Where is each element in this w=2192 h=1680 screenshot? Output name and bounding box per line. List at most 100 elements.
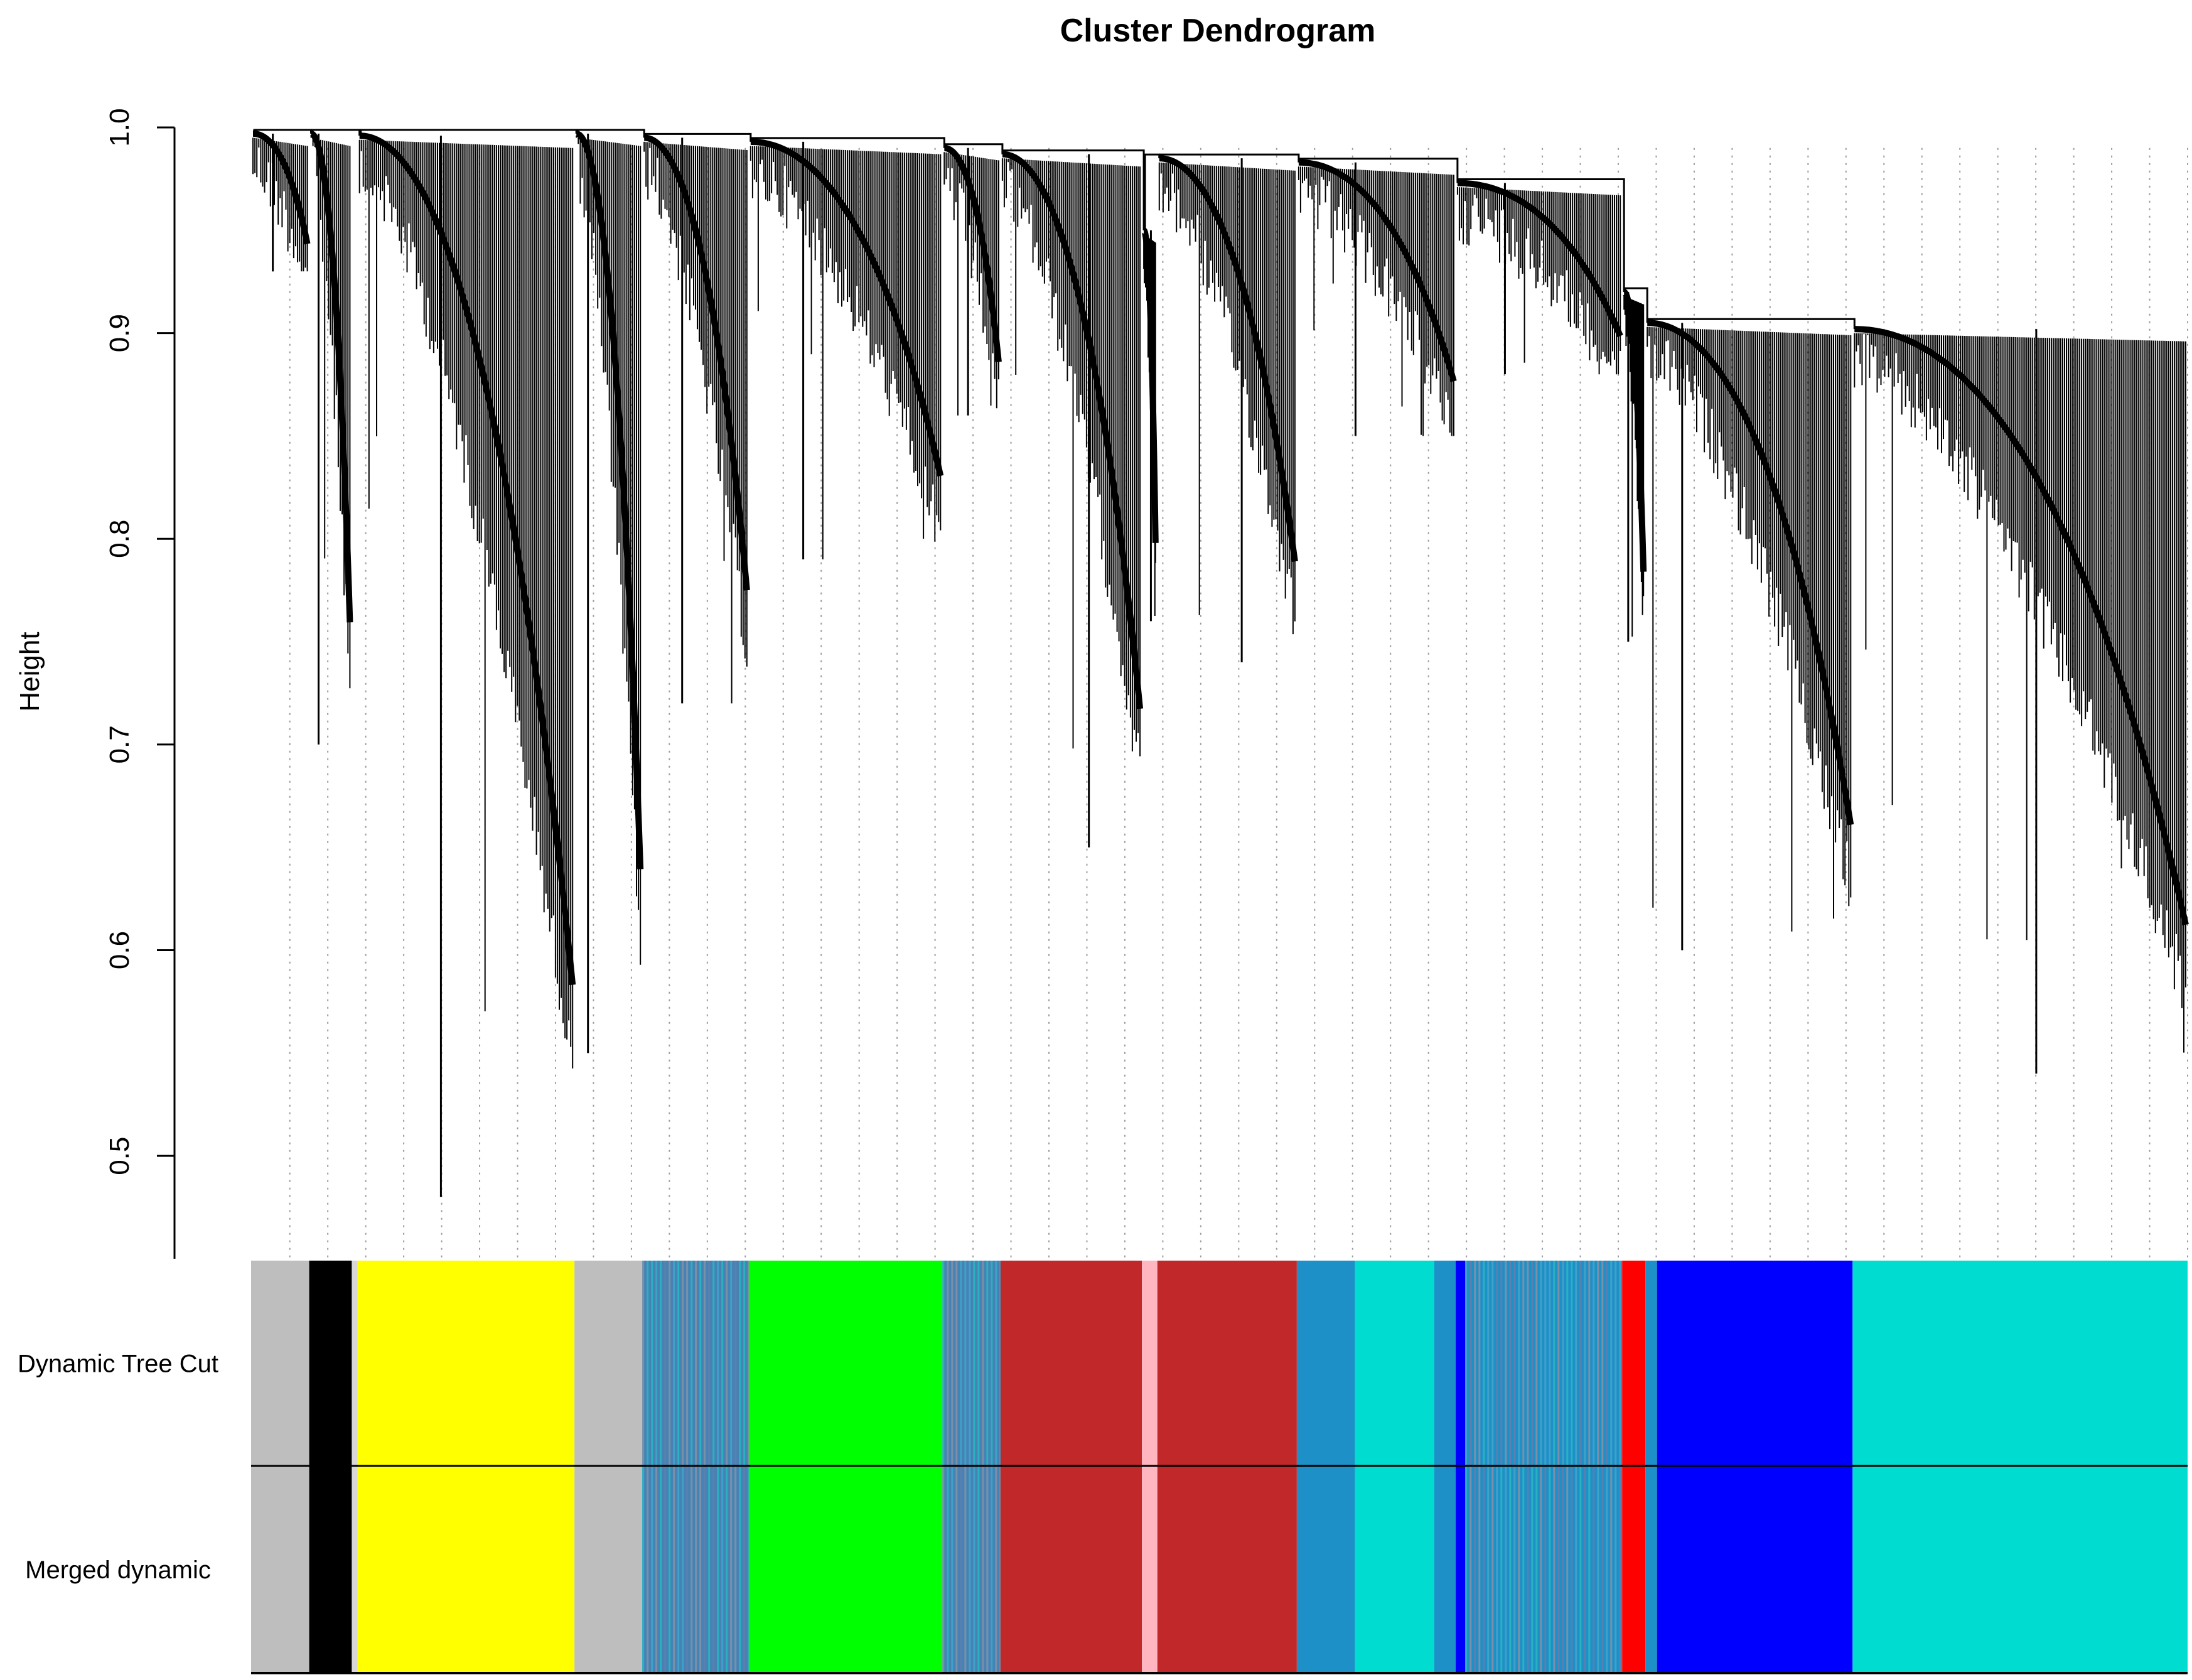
module-color-segment — [352, 1261, 358, 1466]
module-stripe — [973, 1466, 975, 1673]
module-stripe — [942, 1466, 945, 1673]
module-stripe — [1571, 1466, 1573, 1673]
module-stripe — [1535, 1261, 1538, 1466]
module-stripe — [677, 1261, 680, 1466]
module-stripe — [699, 1466, 702, 1673]
cluster-join — [253, 129, 313, 134]
module-stripe — [1527, 1466, 1529, 1673]
module-stripe — [947, 1466, 949, 1673]
module-stripe — [991, 1261, 993, 1466]
module-stripe — [964, 1466, 967, 1673]
module-stripe — [664, 1466, 667, 1673]
module-color-segment — [1622, 1261, 1646, 1466]
module-stripe — [660, 1466, 662, 1673]
module-stripe — [1500, 1261, 1503, 1466]
module-color-segment — [309, 1261, 352, 1466]
module-stripe — [651, 1466, 653, 1673]
module-stripe — [655, 1466, 658, 1673]
module-stripe — [682, 1261, 684, 1466]
cluster-yellow — [311, 129, 576, 1197]
module-stripe — [973, 1261, 975, 1466]
module-stripe — [1518, 1466, 1520, 1673]
module-stripe — [982, 1261, 984, 1466]
cluster-envelope — [1457, 180, 1623, 338]
module-color-segment — [352, 1466, 358, 1673]
module-stripe — [947, 1261, 949, 1466]
color-bar-label: Dynamic Tree Cut — [18, 1350, 218, 1378]
cluster-black — [253, 129, 353, 745]
cluster-firebrick — [944, 143, 1144, 848]
module-stripe — [942, 1261, 945, 1466]
module-stripe — [695, 1466, 697, 1673]
module-stripe — [1509, 1466, 1512, 1673]
module-stripe — [1491, 1261, 1494, 1466]
module-stripe — [955, 1261, 958, 1466]
module-stripe — [1474, 1466, 1476, 1673]
y-axis-label: Height — [14, 632, 45, 711]
module-stripe — [1593, 1261, 1595, 1466]
cluster-turquoise — [1159, 153, 1457, 436]
module-stripe — [1540, 1466, 1542, 1673]
module-stripe — [1562, 1261, 1564, 1466]
module-stripe — [1619, 1261, 1621, 1466]
module-stripe — [1579, 1466, 1582, 1673]
module-color-segment — [1434, 1261, 1456, 1466]
cluster-envelope — [359, 132, 576, 986]
module-stripe — [730, 1466, 733, 1673]
module-stripe — [951, 1261, 954, 1466]
module-stripe — [743, 1261, 746, 1466]
cluster-envelope — [252, 130, 311, 245]
cluster-pink — [1002, 149, 1159, 622]
module-stripe — [1487, 1261, 1490, 1466]
y-tick-label: 0.5 — [104, 1137, 135, 1175]
cluster-leaves — [1854, 333, 2186, 1053]
module-stripe — [708, 1261, 711, 1466]
module-stripe — [717, 1261, 719, 1466]
cluster-red — [1458, 178, 1647, 642]
cluster-envelope — [309, 130, 353, 623]
module-stripe — [734, 1261, 737, 1466]
module-color-segment — [309, 1466, 352, 1673]
module-stripe — [655, 1261, 658, 1466]
module-stripe — [1535, 1466, 1538, 1673]
module-stripe — [1557, 1466, 1560, 1673]
cluster-join — [1144, 153, 1161, 230]
cluster-green — [644, 132, 944, 560]
module-stripe — [1478, 1261, 1481, 1466]
module-stripe — [1606, 1466, 1608, 1673]
module-stripe — [1491, 1466, 1494, 1673]
module-stripe — [743, 1466, 746, 1673]
module-stripe — [748, 1261, 750, 1466]
module-stripe — [1588, 1261, 1591, 1466]
module-color-segment — [1434, 1466, 1456, 1673]
module-stripe — [1500, 1466, 1503, 1673]
module-stripe — [704, 1261, 706, 1466]
module-stripe — [1513, 1466, 1516, 1673]
module-color-segment — [1355, 1261, 1434, 1466]
module-stripe — [704, 1466, 706, 1673]
module-color-segment — [1455, 1466, 1466, 1673]
module-stripe — [1509, 1261, 1512, 1466]
module-stripe — [1610, 1261, 1613, 1466]
module-stripe — [1496, 1466, 1498, 1673]
cluster-turquoise — [1647, 318, 2189, 1074]
module-color-segment — [1465, 1261, 1623, 1466]
module-stripe — [1588, 1466, 1591, 1673]
y-tick-label: 0.9 — [104, 314, 135, 352]
module-stripe — [1601, 1466, 1604, 1673]
module-color-segment — [251, 1466, 309, 1673]
module-stripe — [739, 1466, 741, 1673]
color-bar-dynamic-tree-cut: Dynamic Tree Cut — [18, 1261, 2188, 1466]
module-color-segment — [1455, 1261, 1466, 1466]
cluster-join — [1002, 149, 1145, 230]
module-stripe — [1496, 1261, 1498, 1466]
cluster-join — [751, 137, 945, 148]
module-stripe — [1474, 1261, 1476, 1466]
cluster-join — [1647, 318, 1856, 330]
module-stripe — [726, 1466, 728, 1673]
color-bar-label: Merged dynamic — [25, 1556, 211, 1584]
module-color-segment — [1657, 1466, 1853, 1673]
module-stripe — [673, 1466, 675, 1673]
module-stripe — [1522, 1261, 1525, 1466]
module-stripe — [1575, 1466, 1577, 1673]
